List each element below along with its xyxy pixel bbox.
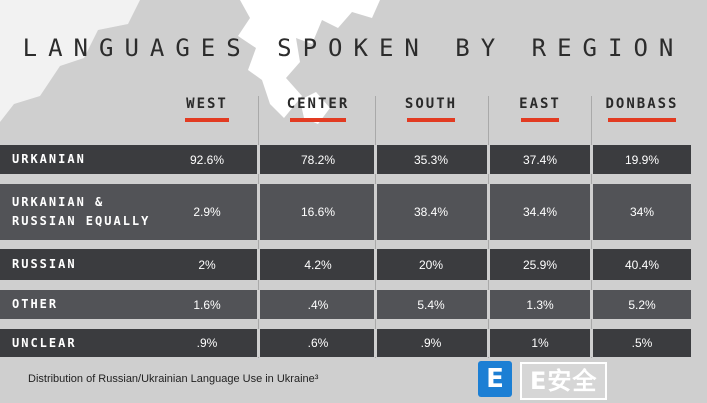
column-header-south: SOUTH bbox=[404, 96, 458, 112]
table-cell: 78.2% bbox=[300, 152, 336, 167]
table-cell: 1.6% bbox=[193, 297, 221, 312]
cell-separator bbox=[374, 184, 377, 240]
cell-separator bbox=[374, 329, 377, 357]
logo-e-icon: E bbox=[478, 361, 512, 397]
cell-separator bbox=[590, 249, 593, 280]
table-cell: .5% bbox=[631, 336, 653, 350]
cell-separator bbox=[374, 145, 377, 174]
table-cell: 37.4% bbox=[522, 152, 558, 167]
table-cell: 5.4% bbox=[417, 297, 445, 312]
table-cell: 19.9% bbox=[624, 152, 660, 167]
column-underline bbox=[407, 118, 455, 122]
column-header-center: CENTER bbox=[286, 96, 350, 112]
table-row: OTHER 1.6% .4% 5.4% 1.3% 5.2% bbox=[0, 290, 691, 319]
table-cell: 16.6% bbox=[300, 205, 336, 219]
table-cell: 4.2% bbox=[304, 257, 332, 272]
table-cell: 34.4% bbox=[522, 205, 558, 219]
row-label: URKANIAN & RUSSIAN EQUALLY bbox=[12, 195, 151, 228]
table-cell: 35.3% bbox=[413, 152, 449, 167]
column-underline bbox=[290, 118, 346, 122]
table-cell: .6% bbox=[307, 336, 329, 350]
cell-separator bbox=[487, 290, 490, 319]
column-underline bbox=[521, 118, 559, 122]
cell-separator bbox=[590, 329, 593, 357]
table-cell: 2.9% bbox=[193, 205, 221, 219]
cell-separator bbox=[487, 184, 490, 240]
cell-separator bbox=[257, 145, 260, 174]
table-cell: 38.4% bbox=[413, 205, 449, 219]
table-row: RUSSIAN 2% 4.2% 20% 25.9% 40.4% bbox=[0, 249, 691, 280]
table-cell: .9% bbox=[420, 336, 442, 350]
table-row: URKANIAN & RUSSIAN EQUALLY 2.9% 16.6% 38.4%… bbox=[0, 184, 691, 240]
table-cell: 25.9% bbox=[522, 257, 558, 272]
caption: Distribution of Russian/Ukrainian Langua… bbox=[28, 373, 319, 385]
cell-separator bbox=[487, 145, 490, 174]
cell-separator bbox=[257, 329, 260, 357]
row-label: OTHER bbox=[12, 297, 59, 311]
logo-text: E安全 bbox=[520, 362, 608, 400]
table-cell: .4% bbox=[307, 297, 329, 312]
cell-separator bbox=[374, 290, 377, 319]
watermark-logo: E E安全 bbox=[478, 361, 668, 400]
table-row: UNCLEAR .9% .6% .9% 1% .5% bbox=[0, 329, 691, 357]
cell-separator bbox=[257, 249, 260, 280]
column-header-donbass: DONBASS bbox=[605, 96, 679, 112]
column-header-west: WEST bbox=[186, 96, 228, 112]
table-cell: 2% bbox=[198, 257, 216, 272]
table-cell: 40.4% bbox=[624, 257, 660, 272]
table-cell: 92.6% bbox=[189, 152, 225, 167]
table-cell: 34% bbox=[629, 205, 655, 219]
row-label: UNCLEAR bbox=[12, 335, 77, 350]
table-cell: 5.2% bbox=[628, 297, 656, 312]
column-underline bbox=[185, 118, 229, 122]
cell-separator bbox=[590, 184, 593, 240]
cell-separator bbox=[257, 184, 260, 240]
table-cell: 20% bbox=[418, 257, 444, 272]
column-underline bbox=[608, 118, 676, 122]
cell-separator bbox=[257, 290, 260, 319]
cell-separator bbox=[487, 329, 490, 357]
cell-separator bbox=[487, 249, 490, 280]
column-header-east: EAST bbox=[519, 96, 561, 112]
table-cell: .9% bbox=[196, 336, 218, 350]
chart-title: LANGUAGES SPOKEN BY REGION bbox=[22, 34, 685, 62]
cell-separator bbox=[374, 249, 377, 280]
row-label: URKANIAN bbox=[12, 152, 86, 166]
table-cell: 1.3% bbox=[526, 297, 554, 312]
cell-separator bbox=[590, 290, 593, 319]
table-row: URKANIAN 92.6% 78.2% 35.3% 37.4% 19.9% bbox=[0, 145, 691, 174]
table-cell: 1% bbox=[531, 336, 549, 350]
cell-separator bbox=[590, 145, 593, 174]
row-label: RUSSIAN bbox=[12, 257, 77, 271]
